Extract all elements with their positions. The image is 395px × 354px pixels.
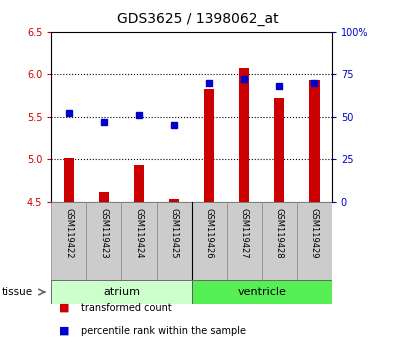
Bar [87, 202, 122, 280]
Text: atrium: atrium [103, 287, 140, 297]
Text: tissue: tissue [2, 287, 33, 297]
Bar [134, 165, 144, 202]
Bar [297, 202, 332, 280]
Bar [192, 280, 332, 304]
Bar [227, 202, 261, 280]
Text: percentile rank within the sample: percentile rank within the sample [81, 326, 246, 336]
Text: GSM119425: GSM119425 [169, 208, 179, 258]
Text: ventricle: ventricle [237, 287, 286, 297]
Text: GSM119423: GSM119423 [100, 208, 109, 259]
Bar [51, 280, 192, 304]
Bar [99, 192, 109, 202]
Text: GSM119424: GSM119424 [134, 208, 143, 258]
Bar [309, 80, 320, 202]
Text: GSM119426: GSM119426 [205, 208, 214, 259]
Bar [51, 202, 87, 280]
Bar [204, 89, 214, 202]
Bar [156, 202, 192, 280]
Text: GSM119422: GSM119422 [64, 208, 73, 258]
Bar [261, 202, 297, 280]
Text: ■: ■ [59, 303, 70, 313]
Text: GSM119428: GSM119428 [275, 208, 284, 259]
Bar [122, 202, 156, 280]
Text: GSM119427: GSM119427 [240, 208, 249, 259]
Text: GDS3625 / 1398062_at: GDS3625 / 1398062_at [117, 12, 278, 27]
Text: transformed count: transformed count [81, 303, 172, 313]
Bar [64, 158, 74, 202]
Bar [192, 202, 227, 280]
Bar [239, 68, 249, 202]
Bar [274, 98, 284, 202]
Bar [169, 199, 179, 202]
Text: GSM119429: GSM119429 [310, 208, 319, 258]
Text: ■: ■ [59, 326, 70, 336]
